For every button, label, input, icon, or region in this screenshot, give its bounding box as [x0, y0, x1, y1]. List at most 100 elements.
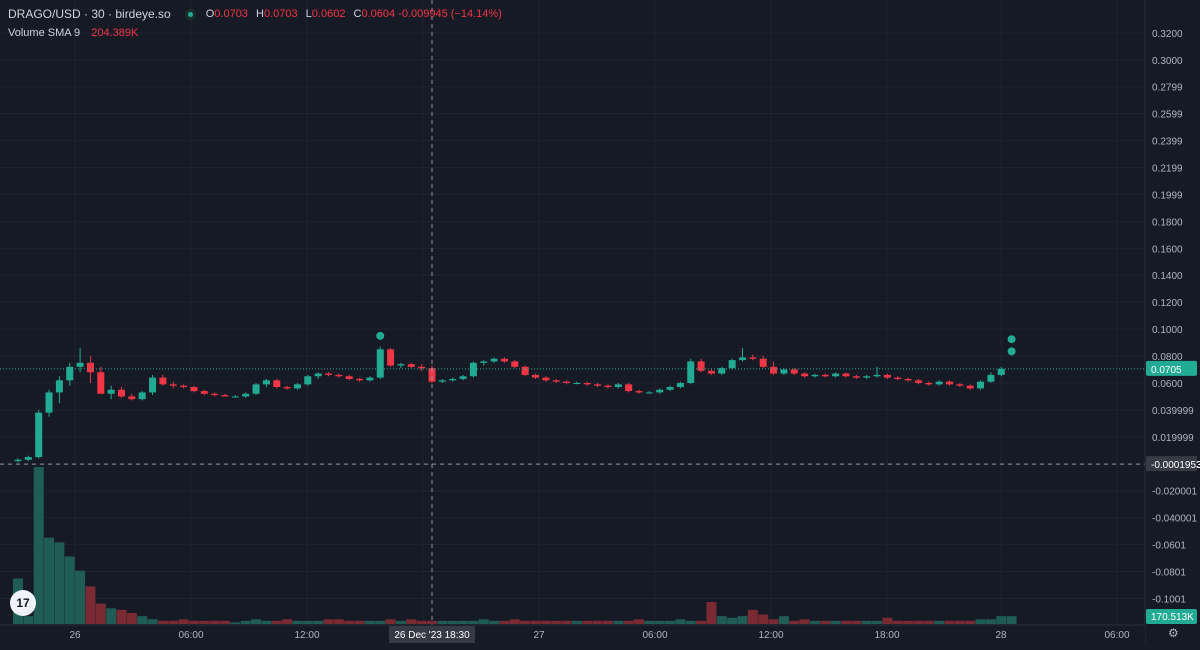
candle-body[interactable] [138, 392, 146, 400]
candle-body[interactable] [511, 361, 519, 367]
candle-body[interactable] [231, 396, 239, 398]
candle-body[interactable] [625, 384, 633, 392]
candle-body[interactable] [801, 373, 809, 377]
candle-body[interactable] [873, 374, 881, 377]
candle-body[interactable] [314, 373, 322, 377]
candle-body[interactable] [521, 366, 529, 375]
candle-body[interactable] [252, 384, 260, 394]
candle-body[interactable] [293, 384, 301, 389]
candle-body[interactable] [304, 376, 312, 385]
symbol-title[interactable]: DRAGO/USD · 30 · birdeye.so [8, 7, 171, 21]
candle-body[interactable] [573, 382, 581, 384]
candle-body[interactable] [366, 377, 374, 381]
candle-body[interactable] [697, 361, 705, 371]
candle-body[interactable] [86, 362, 94, 373]
candle-body[interactable] [407, 364, 415, 367]
candle-body[interactable] [832, 373, 840, 377]
candle-body[interactable] [469, 362, 477, 377]
candle-body[interactable] [376, 349, 384, 378]
candle-body[interactable] [925, 382, 933, 385]
candle-body[interactable] [842, 373, 850, 377]
price-axis-panel[interactable] [1145, 0, 1200, 645]
candle-body[interactable] [45, 392, 53, 413]
candle-body[interactable] [107, 389, 115, 394]
volume-legend[interactable]: Volume SMA 9 204.389K [8, 27, 138, 39]
candle-body[interactable] [418, 366, 426, 369]
candle-body[interactable] [563, 381, 571, 383]
candle-body[interactable] [676, 382, 684, 388]
candle-body[interactable] [614, 384, 622, 388]
candle-body[interactable] [904, 378, 912, 381]
candle-body[interactable] [790, 369, 798, 374]
candle-body[interactable] [356, 378, 364, 381]
candle-body[interactable] [718, 368, 726, 374]
candle-body[interactable] [966, 385, 974, 389]
candle-body[interactable] [97, 372, 105, 394]
candle-body[interactable] [883, 374, 891, 378]
time-axis-panel[interactable] [0, 625, 1145, 645]
candle-body[interactable] [687, 361, 695, 383]
candle-body[interactable] [149, 377, 157, 393]
candle-body[interactable] [635, 391, 643, 393]
candle-body[interactable] [211, 393, 219, 396]
candle-body[interactable] [935, 381, 943, 385]
candle-body[interactable] [35, 412, 43, 458]
candle-body[interactable] [666, 387, 674, 390]
candle-body[interactable] [428, 368, 436, 382]
candle-body[interactable] [459, 376, 467, 379]
candle-body[interactable] [532, 374, 539, 378]
candle-body[interactable] [656, 389, 664, 393]
tradingview-logo-icon[interactable]: 17 [10, 590, 36, 616]
candle-body[interactable] [438, 380, 446, 382]
candle-body[interactable] [739, 357, 746, 361]
candle-body[interactable] [604, 385, 612, 388]
candle-body[interactable] [76, 362, 84, 367]
candle-body[interactable] [55, 380, 63, 393]
candle-body[interactable] [273, 380, 281, 388]
candle-body[interactable] [118, 389, 125, 397]
signal-marker[interactable] [1007, 347, 1016, 356]
candle-body[interactable] [262, 380, 270, 385]
candle-body[interactable] [169, 384, 177, 386]
candle-body[interactable] [490, 358, 498, 362]
candle-body[interactable] [24, 457, 32, 460]
candle-body[interactable] [387, 349, 395, 366]
candle-body[interactable] [821, 374, 829, 377]
signal-marker[interactable] [376, 331, 385, 340]
candle-body[interactable] [780, 369, 788, 374]
candle-body[interactable] [977, 381, 985, 389]
candle-body[interactable] [863, 376, 871, 378]
candle-body[interactable] [335, 374, 343, 377]
candle-body[interactable] [325, 373, 332, 375]
candle-body[interactable] [480, 361, 488, 363]
candle-body[interactable] [770, 366, 778, 374]
candle-body[interactable] [894, 377, 902, 379]
candle-body[interactable] [190, 387, 198, 392]
candle-body[interactable] [397, 364, 405, 366]
candle-body[interactable] [852, 376, 860, 378]
candle-body[interactable] [728, 360, 736, 369]
candle-body[interactable] [987, 374, 995, 382]
candle-body[interactable] [811, 374, 819, 377]
candle-body[interactable] [946, 381, 953, 385]
settings-gear-icon[interactable]: ⚙ [1168, 626, 1179, 640]
candle-body[interactable] [707, 370, 715, 374]
candle-body[interactable] [914, 380, 922, 383]
candle-body[interactable] [552, 380, 560, 382]
signal-marker[interactable] [1007, 335, 1016, 344]
candle-body[interactable] [221, 395, 229, 397]
candle-body[interactable] [200, 391, 208, 394]
candle-body[interactable] [66, 366, 74, 381]
candle-body[interactable] [128, 396, 136, 400]
candle-body[interactable] [14, 459, 22, 462]
candle-body[interactable] [956, 384, 964, 386]
candle-body[interactable] [345, 376, 353, 379]
candle-body[interactable] [583, 382, 591, 385]
candle-body[interactable] [159, 377, 167, 385]
candle-body[interactable] [180, 385, 188, 388]
candle-body[interactable] [645, 392, 653, 394]
candle-body[interactable] [542, 377, 550, 381]
candle-body[interactable] [749, 357, 757, 359]
